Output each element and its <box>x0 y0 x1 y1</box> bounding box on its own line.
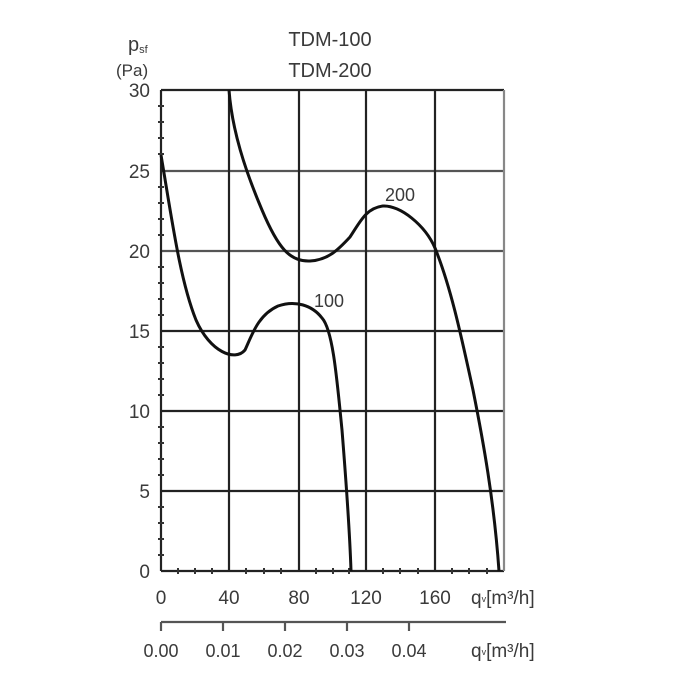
svg-text:0.01: 0.01 <box>205 641 240 661</box>
svg-text:40: 40 <box>218 588 239 609</box>
svg-text:25: 25 <box>129 162 150 183</box>
svg-text:30: 30 <box>129 81 150 102</box>
svg-text:0.02: 0.02 <box>267 641 302 661</box>
svg-text:0: 0 <box>139 562 150 583</box>
svg-text:0.00: 0.00 <box>143 641 178 661</box>
y-axis-label: psf <box>128 34 149 56</box>
secondary-x-axis <box>159 620 506 631</box>
x2-axis-label: qv[m³/h] <box>471 641 535 662</box>
y-tick-labels: 30 25 20 15 10 5 0 <box>129 81 150 583</box>
x-minor-ticks <box>177 568 488 574</box>
svg-text:120: 120 <box>350 588 382 609</box>
grid <box>159 88 506 573</box>
svg-text:0.04: 0.04 <box>391 641 426 661</box>
svg-text:20: 20 <box>129 242 150 263</box>
x2-tick-labels: 0.00 0.01 0.02 0.03 0.04 <box>143 641 426 661</box>
curve-label-200: 200 <box>385 185 415 205</box>
y-axis-unit: (Pa) <box>116 61 148 80</box>
x-axis-label: qv[m³/h] <box>471 588 535 609</box>
curve-100 <box>159 154 353 572</box>
svg-text:80: 80 <box>288 588 309 609</box>
chart-title-line-2: TDM-200 <box>288 60 371 82</box>
curve-label-100: 100 <box>314 291 344 311</box>
svg-text:5: 5 <box>139 482 150 503</box>
x-tick-labels: 0 40 80 120 160 <box>156 588 451 609</box>
svg-text:160: 160 <box>419 588 451 609</box>
svg-text:15: 15 <box>129 322 150 343</box>
svg-text:0: 0 <box>156 588 167 609</box>
svg-text:0.03: 0.03 <box>329 641 364 661</box>
y-minor-ticks <box>158 105 164 556</box>
svg-text:10: 10 <box>129 402 150 423</box>
curve-200 <box>227 89 501 572</box>
chart-title-line-1: TDM-100 <box>288 29 371 51</box>
